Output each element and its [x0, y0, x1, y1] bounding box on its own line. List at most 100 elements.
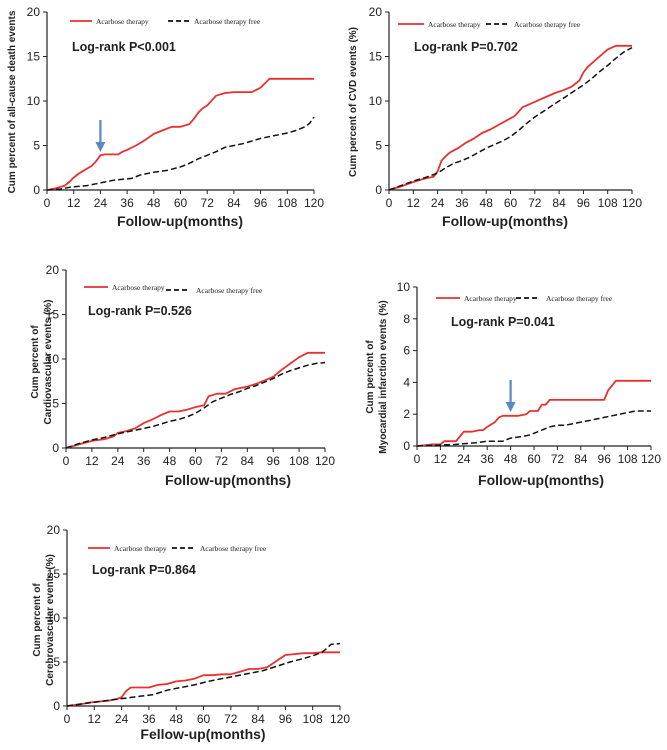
- x-tick-label: 60: [527, 452, 541, 466]
- x-tick-label: 12: [67, 196, 81, 210]
- x-tick-label: 0: [386, 196, 393, 210]
- y-tick-label: 15: [369, 50, 383, 64]
- x-tick-label: 60: [189, 454, 203, 468]
- legend-label-treated: Acarbose therapy: [112, 283, 165, 292]
- x-tick-label: 96: [254, 196, 268, 210]
- x-tick-label: 120: [304, 196, 324, 210]
- x-tick-label: 84: [227, 196, 241, 210]
- x-tick-label: 120: [641, 452, 661, 466]
- y-tick-label: 6: [403, 344, 410, 358]
- y-tick-label: 15: [27, 50, 41, 64]
- x-tick-label: 48: [163, 454, 177, 468]
- chart-cerebrovascular: Log-rank P=0.864 Acarbose therapy Acarbo…: [32, 523, 350, 742]
- x-tick-label: 0: [63, 454, 70, 468]
- x-tick-label: 96: [267, 454, 281, 468]
- x-tick-label: 24: [431, 196, 445, 210]
- x-tick-label: 48: [147, 196, 161, 210]
- logrank-stat: Log-rank P<0.001: [72, 40, 176, 54]
- x-axis-title: Follow-up(months): [478, 472, 604, 488]
- x-tick-label: 48: [504, 452, 518, 466]
- chart-cvd: Log-rank P=0.702 Acarbose therapy Acarbo…: [348, 5, 642, 229]
- logrank-stat: Log-rank P=0.864: [92, 563, 196, 577]
- x-tick-label: 24: [94, 196, 108, 210]
- x-axis-title: Follow-up(months): [442, 213, 568, 229]
- chart-cardiovascular: Log-rank P=0.526 Acarbose therapy Acarbo…: [30, 263, 335, 488]
- legend-label-treated: Acarbose therapy: [114, 544, 167, 553]
- x-tick-label: 72: [215, 454, 229, 468]
- x-axis-title: Follow-up(months): [165, 472, 291, 488]
- logrank-stat: Log-rank P=0.526: [88, 304, 192, 318]
- legend-label-treated: Acarbose therapy: [464, 294, 517, 303]
- x-tick-label: 84: [574, 452, 588, 466]
- legend-label-untreated: Acarbose therapy free: [196, 286, 263, 295]
- axes: 0 12 24 36 48 60 72 84 96 108 120 0 5 10 15 20: [27, 5, 325, 210]
- y-tick-label: 5: [52, 397, 59, 411]
- x-tick-label: 96: [598, 452, 612, 466]
- x-tick-label: 12: [434, 452, 448, 466]
- y-tick-label: 0: [53, 699, 60, 713]
- y-axis-title-line-1: Cum percent of: [30, 325, 41, 399]
- x-axis-title: Fellow-up(months): [140, 726, 265, 742]
- y-tick-label: 10: [369, 94, 383, 108]
- x-tick-label: 24: [457, 452, 471, 466]
- y-tick-label: 10: [46, 352, 60, 366]
- x-tick-label: 84: [251, 712, 265, 726]
- y-axis-title-line-1: Cum percent of: [32, 583, 43, 657]
- x-tick-label: 12: [407, 196, 421, 210]
- y-tick-label: 20: [47, 523, 61, 537]
- x-tick-label: 0: [44, 196, 51, 210]
- x-tick-label: 24: [111, 454, 125, 468]
- series-line-acarbose-therapy: [416, 379, 651, 447]
- y-tick-label: 0: [375, 183, 382, 197]
- x-tick-label: 48: [170, 712, 184, 726]
- x-tick-label: 108: [598, 196, 618, 210]
- x-tick-label: 72: [551, 452, 565, 466]
- legend-label-untreated: Acarbose therapy free: [194, 17, 261, 26]
- x-tick-label: 48: [480, 196, 494, 210]
- series-line-acarbose-therapy-free: [388, 46, 633, 191]
- y-tick-label: 0: [403, 439, 410, 453]
- y-tick-label: 5: [375, 139, 382, 153]
- y-tick-label: 20: [46, 263, 60, 277]
- arrow-head: [505, 402, 516, 412]
- x-tick-label: 108: [277, 196, 297, 210]
- series-line-acarbose-therapy: [46, 77, 314, 191]
- x-tick-label: 60: [504, 196, 518, 210]
- legend-label-untreated: Acarbose therapy free: [200, 544, 267, 553]
- x-tick-label: 12: [85, 454, 99, 468]
- x-tick-label: 120: [622, 196, 642, 210]
- legend-label-treated: Acarbose therapy: [96, 17, 149, 26]
- x-tick-label: 96: [577, 196, 591, 210]
- chart-all-cause-death: Log-rank P<0.001 Acarbose therapy Acarbo…: [7, 5, 324, 229]
- x-tick-label: 120: [330, 712, 350, 726]
- y-axis-title-line-2: Cerebrovascular events (%): [45, 554, 56, 686]
- axes: 0 12 24 36 48 60 72 84 96 108 120 0 5 10 15 20: [46, 263, 336, 468]
- x-tick-label: 120: [315, 454, 335, 468]
- y-tick-label: 2: [403, 407, 410, 421]
- series-line-acarbose-therapy: [65, 351, 325, 449]
- y-axis-title: Cum percent of CVD events (%): [348, 27, 359, 177]
- x-tick-label: 36: [120, 196, 134, 210]
- x-tick-label: 108: [618, 452, 638, 466]
- y-tick-label: 15: [46, 308, 60, 322]
- x-tick-label: 24: [115, 712, 129, 726]
- series-line-acarbose-therapy-free: [46, 116, 315, 191]
- x-tick-label: 108: [303, 712, 323, 726]
- legend-label-treated: Acarbose therapy: [428, 20, 481, 29]
- x-tick-label: 84: [552, 196, 566, 210]
- y-tick-label: 0: [33, 183, 40, 197]
- y-tick-label: 5: [33, 139, 40, 153]
- x-tick-label: 108: [289, 454, 309, 468]
- y-tick-label: 20: [27, 5, 41, 19]
- y-axis-title-line-2: Cardiovascular events (%): [43, 299, 54, 424]
- y-tick-label: 15: [47, 567, 61, 581]
- y-tick-label: 10: [47, 611, 61, 625]
- logrank-stat: Log-rank P=0.702: [414, 40, 518, 54]
- x-tick-label: 96: [279, 712, 293, 726]
- highlight-arrow-icon: [95, 120, 106, 152]
- x-tick-label: 0: [414, 452, 421, 466]
- x-tick-label: 72: [201, 196, 215, 210]
- x-tick-label: 60: [174, 196, 188, 210]
